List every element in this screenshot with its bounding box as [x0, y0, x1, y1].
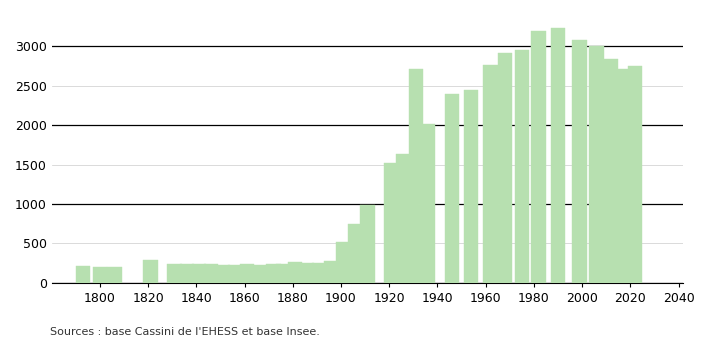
Bar [266, 265, 280, 283]
Bar [551, 28, 565, 283]
Bar [180, 264, 194, 283]
Bar [532, 31, 546, 283]
Bar [204, 265, 218, 283]
Bar [168, 265, 182, 283]
Bar [324, 261, 339, 283]
Bar [498, 53, 512, 283]
Bar [420, 124, 435, 283]
Bar [76, 266, 90, 283]
Bar [572, 40, 587, 283]
Bar [192, 264, 206, 283]
Bar [616, 69, 630, 283]
Bar [396, 154, 411, 283]
Bar [360, 205, 375, 283]
Bar [484, 65, 498, 283]
Bar [300, 262, 315, 283]
Bar [444, 95, 459, 283]
Bar [240, 265, 254, 283]
Bar [515, 50, 529, 283]
Bar [228, 265, 242, 283]
Bar [408, 69, 423, 283]
Bar [143, 260, 158, 283]
Bar [276, 264, 290, 283]
Bar [252, 265, 266, 283]
Bar [107, 267, 121, 283]
Bar [337, 242, 351, 283]
Bar [348, 223, 363, 283]
Bar [604, 59, 618, 283]
Bar [288, 262, 302, 283]
Bar [464, 90, 479, 283]
Bar [628, 66, 643, 283]
Bar [216, 265, 230, 283]
Bar [93, 267, 107, 283]
Bar [384, 163, 399, 283]
Bar [312, 262, 327, 283]
Text: Sources : base Cassini de l'EHESS et base Insee.: Sources : base Cassini de l'EHESS et bas… [50, 327, 320, 337]
Bar [589, 46, 604, 283]
